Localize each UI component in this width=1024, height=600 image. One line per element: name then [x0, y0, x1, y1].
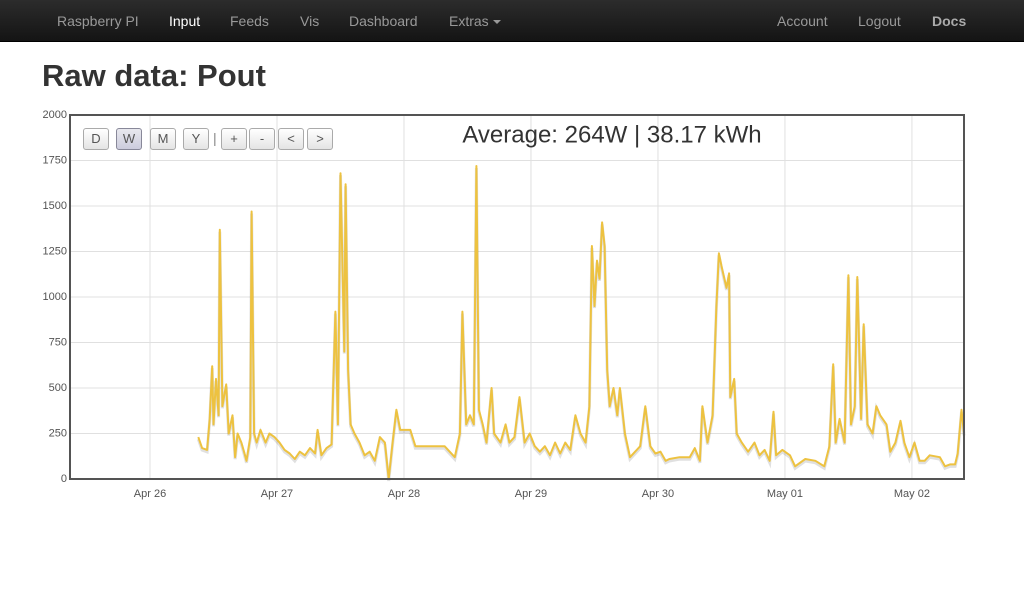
nav-link[interactable]: Feeds	[230, 13, 269, 29]
nav-link[interactable]: Logout	[858, 13, 901, 29]
button[interactable]: W	[116, 128, 142, 150]
nav-link[interactable]: Docs	[932, 13, 967, 29]
button[interactable]: M	[150, 128, 176, 150]
y-tick-label: 2000	[43, 109, 67, 121]
button[interactable]: <	[278, 128, 304, 150]
button[interactable]: Y	[183, 128, 209, 150]
nav-link[interactable]: Input	[169, 13, 201, 29]
chart-annotation: Average: 264W | 38.17 kWh	[462, 121, 761, 148]
x-tick-label: Apr 27	[261, 488, 293, 500]
y-tick-label: 500	[49, 382, 67, 394]
y-tick-label: 1250	[43, 245, 67, 257]
nav-link[interactable]: Vis	[300, 13, 320, 29]
button[interactable]: D	[83, 128, 109, 150]
navbar: Raspberry PI Input Feeds Vis Dashboard E…	[0, 0, 1024, 42]
x-tick-label: Apr 28	[388, 488, 420, 500]
plot-border	[69, 114, 965, 480]
y-tick-label: 750	[49, 336, 67, 348]
nav-link[interactable]: Account	[777, 13, 828, 29]
button[interactable]: +	[221, 128, 247, 150]
separator: |	[213, 130, 217, 146]
x-tick-label: Apr 26	[134, 488, 166, 500]
x-tick-label: Apr 30	[642, 488, 674, 500]
chart: 0 250 500 750 1000 1250 1500 1750 2000 Apr 26 Apr …	[43, 109, 966, 500]
button[interactable]: -	[249, 128, 275, 150]
page-title: Raw data: Pout	[42, 58, 266, 93]
button[interactable]: >	[307, 128, 333, 150]
y-tick-label: 1750	[43, 154, 67, 166]
x-tick-label: May 01	[767, 488, 803, 500]
nav-dropdown[interactable]: Extras	[449, 13, 501, 29]
data-line	[197, 165, 965, 480]
brand[interactable]: Raspberry PI	[57, 13, 139, 29]
caret	[492, 20, 501, 25]
nav-link[interactable]: Dashboard	[349, 13, 418, 29]
y-tick-label: 0	[61, 473, 67, 485]
x-tick-label: May 02	[894, 488, 930, 500]
y-tick-label: 1500	[43, 200, 67, 212]
y-tick-label: 250	[49, 427, 67, 439]
x-tick-label: Apr 29	[515, 488, 547, 500]
nav-link[interactable]: Extras	[449, 13, 489, 29]
y-tick-label: 1000	[43, 291, 67, 303]
